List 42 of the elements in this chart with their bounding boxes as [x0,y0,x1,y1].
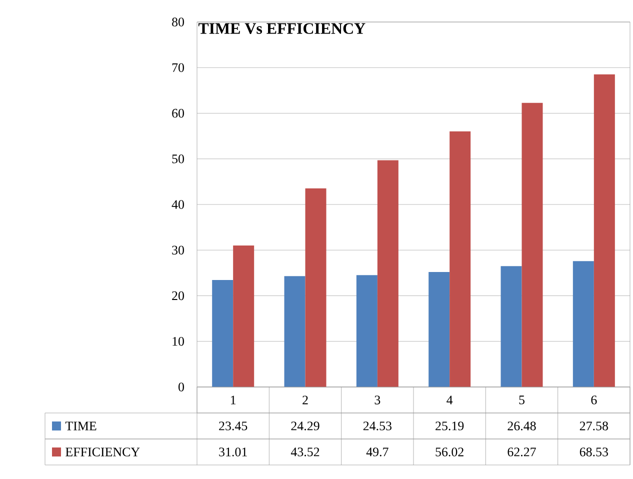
y-tick-label: 50 [172,154,184,164]
data-label: 49.7 [366,448,388,456]
data-label: 31.01 [219,448,247,456]
x-tick-label: 5 [519,396,524,404]
legend-label: EFFICIENCY [66,448,140,456]
data-label: 56.02 [436,448,464,456]
bar [450,131,471,387]
bar [572,261,594,387]
y-tick-label: 30 [172,246,184,254]
bar [356,275,378,387]
x-tick-label: 2 [302,396,308,404]
bar [377,160,398,387]
x-tick-label: 3 [374,396,380,404]
bar [500,266,522,387]
data-label: 26.48 [508,422,536,430]
data-label: 68.53 [580,448,608,456]
bar [284,276,306,387]
y-tick-label: 60 [172,108,184,118]
data-label: 24.53 [363,422,392,430]
bar [305,188,326,387]
x-tick-label: 1 [230,396,236,404]
y-tick-label: 40 [172,200,184,209]
data-label: 25.19 [436,422,464,430]
data-label: 23.45 [219,422,248,430]
x-tick-label: 4 [446,396,453,404]
y-tick-label: 70 [172,63,184,72]
data-label: 27.58 [580,422,608,430]
y-tick-label: 80 [172,18,184,26]
x-tick-label: 6 [591,396,597,404]
bar [594,74,615,387]
bar [522,102,543,387]
data-label: 43.52 [290,448,320,456]
data-label: 24.29 [291,422,320,430]
bar [428,272,450,387]
bar [233,246,254,387]
y-tick-label: 20 [172,291,184,300]
chart-title: TIME Vs EFFICIENCY [198,23,366,34]
legend-label: TIME [65,422,96,430]
y-tick-label: 0 [178,382,184,392]
bar [212,280,234,387]
y-tick-label: 10 [172,336,184,346]
data-label: 62.27 [508,448,536,456]
